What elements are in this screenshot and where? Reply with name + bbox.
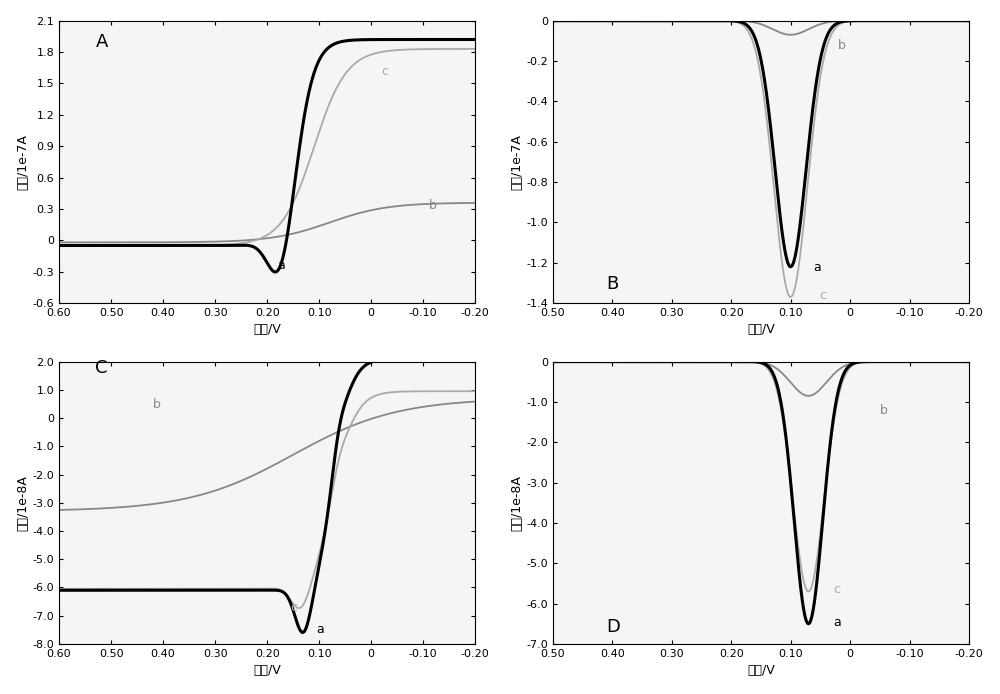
Text: C: C — [95, 359, 108, 377]
Y-axis label: 电流/1e-7A: 电流/1e-7A — [510, 134, 523, 189]
Y-axis label: 电流/1e-8A: 电流/1e-8A — [17, 475, 30, 531]
Text: B: B — [606, 275, 619, 293]
Text: a: a — [833, 616, 841, 629]
Text: A: A — [95, 33, 108, 51]
Text: a: a — [813, 261, 821, 273]
Text: a: a — [317, 623, 324, 636]
X-axis label: 电压/V: 电压/V — [747, 323, 775, 337]
Text: b: b — [880, 404, 888, 417]
Text: c: c — [833, 584, 840, 597]
Text: c: c — [819, 289, 826, 302]
X-axis label: 电压/V: 电压/V — [253, 323, 281, 337]
Y-axis label: 电流/1e-7A: 电流/1e-7A — [17, 134, 30, 189]
Text: b: b — [428, 199, 436, 212]
Text: c: c — [291, 602, 298, 614]
Text: b: b — [153, 398, 161, 411]
Text: D: D — [606, 618, 620, 636]
X-axis label: 电压/V: 电压/V — [747, 664, 775, 677]
Text: b: b — [838, 39, 846, 52]
X-axis label: 电压/V: 电压/V — [253, 664, 281, 677]
Text: c: c — [382, 65, 389, 78]
Y-axis label: 电流/1e-8A: 电流/1e-8A — [510, 475, 523, 531]
Text: a: a — [278, 258, 285, 271]
